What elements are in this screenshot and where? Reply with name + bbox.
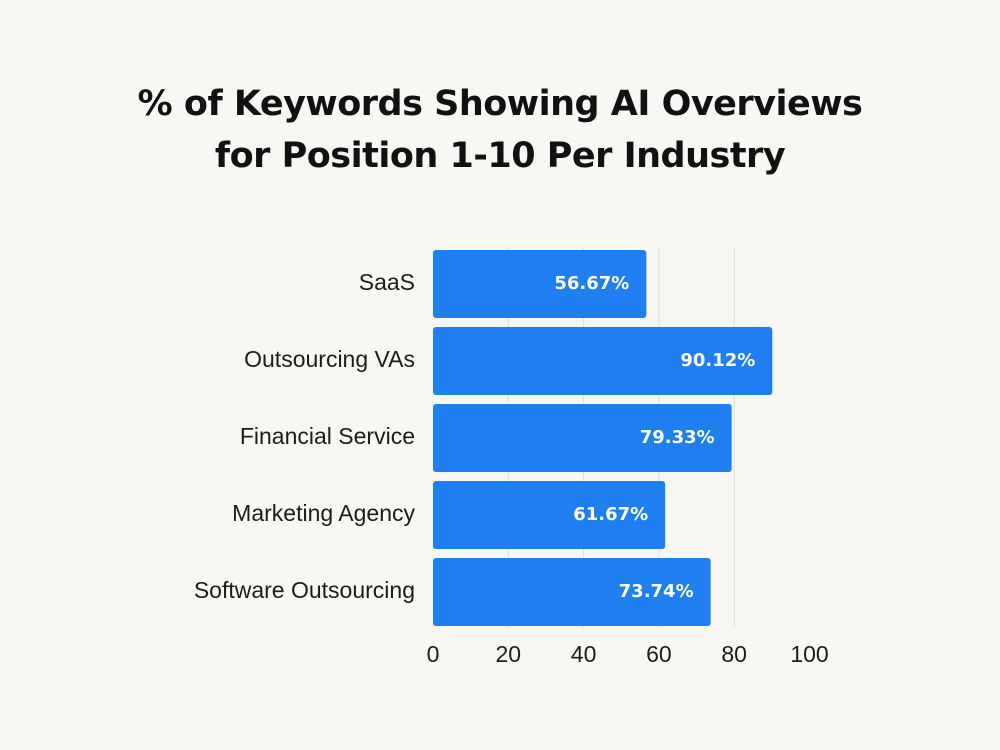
- value-label: 79.33%: [640, 427, 715, 448]
- category-labels: SaaS Outsourcing VAs Financial Service Mark…: [194, 269, 416, 603]
- value-label: 90.12%: [680, 350, 755, 371]
- bar-software-outsourcing: [433, 558, 711, 626]
- chart-title: % of Keywords Showing AI Overviews for P…: [0, 78, 1000, 182]
- bar-marketing-agency: [433, 481, 666, 549]
- x-tick-label-40: 40: [571, 641, 597, 667]
- x-tick-label-0: 0: [427, 641, 440, 667]
- x-tick-label-80: 80: [721, 641, 747, 667]
- category-label: Financial Service: [240, 423, 415, 449]
- category-label: SaaS: [359, 269, 415, 295]
- bar-financial-service: [433, 404, 732, 472]
- value-label: 56.67%: [554, 273, 629, 294]
- chart-title-line-1: % of Keywords Showing AI Overviews: [137, 84, 863, 124]
- bar-outsourcing-vas: [433, 327, 773, 395]
- x-axis-ticks: 0 20 40 60 80 100: [427, 641, 829, 667]
- chart-title-line-2: for Position 1-10 Per Industry: [214, 136, 786, 176]
- value-labels: 56.67% 90.12% 79.33% 61.67% 73.74%: [554, 273, 755, 602]
- bar-saas: [433, 250, 647, 318]
- value-label: 73.74%: [619, 581, 694, 602]
- category-label: Outsourcing VAs: [244, 346, 415, 372]
- x-tick-label-60: 60: [646, 641, 672, 667]
- category-label: Marketing Agency: [232, 500, 415, 526]
- bars: [433, 250, 773, 626]
- value-label: 61.67%: [573, 504, 648, 525]
- category-label: Software Outsourcing: [194, 577, 415, 603]
- x-tick-label-100: 100: [790, 641, 828, 667]
- x-tick-label-20: 20: [496, 641, 522, 667]
